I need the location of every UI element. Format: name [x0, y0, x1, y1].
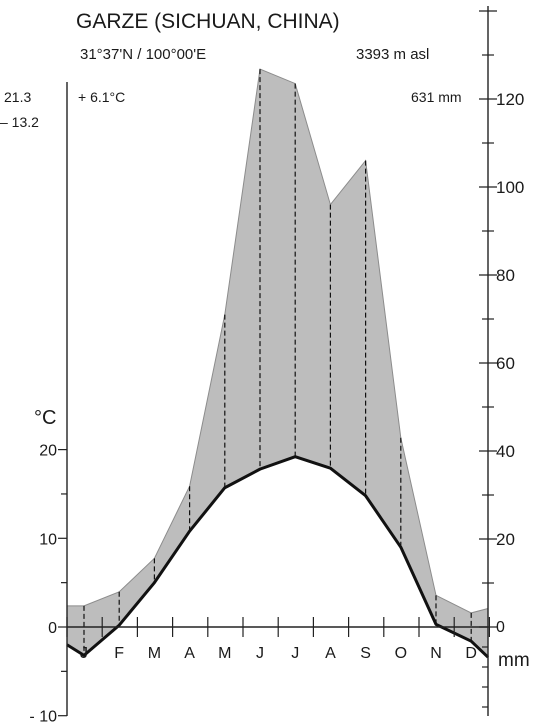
left-tick-label: 10 [39, 531, 57, 548]
axes-layer [58, 6, 497, 717]
right-tick-label: 20 [496, 530, 515, 549]
right-tick-label: 100 [496, 178, 524, 197]
month-label: S [360, 645, 371, 662]
temperature-line [66, 455, 490, 659]
month-label: O [395, 645, 407, 662]
temperature-point-month-7 [294, 455, 297, 458]
left-tick-label: 0 [48, 620, 57, 637]
temperature-point-month-9 [364, 494, 367, 497]
temperature-point-month-8 [329, 467, 332, 470]
temperature-point-month-4 [188, 530, 191, 533]
month-label: F [114, 645, 124, 662]
right-tick-label: 40 [496, 442, 515, 461]
temperature-point-month-12 [470, 639, 473, 643]
precipitation-curve [67, 68, 489, 614]
right-tick-label: 80 [496, 266, 515, 285]
precipitation-axis-label: mm [498, 650, 530, 671]
month-label: J [80, 645, 88, 662]
tick-label-layer: - 10 0 10 20 20 40 60 80 100 120 J F M A M J J A S O N D [29, 90, 524, 724]
left-tick-label: 20 [39, 443, 57, 460]
left-tick-label: - 10 [29, 709, 57, 724]
month-label: J [291, 645, 299, 662]
temperature-point-month-5 [223, 486, 226, 489]
temperature-line-layer [66, 455, 490, 659]
temperature-point-month-1 [82, 654, 86, 657]
temperature-point-month-10 [399, 545, 402, 549]
station-altitude: 3393 m asl [356, 46, 430, 63]
right-tick-label: 60 [496, 354, 515, 373]
temperature-point-month-6 [258, 467, 262, 471]
station-coordinates: 31°37'N / 100°00'E [80, 46, 207, 63]
mean-temperature-value: + 6.1°C [78, 89, 126, 105]
temperature-point-month-3 [153, 581, 156, 584]
temperature-axis-label: °C [34, 407, 57, 429]
month-label: D [465, 645, 477, 662]
precipitation-fill [67, 69, 488, 658]
annual-precipitation-value: 631 mm [411, 89, 462, 105]
month-label: M [148, 645, 161, 662]
chart-title: GARZE (SICHUAN, CHINA) [76, 10, 340, 33]
month-label: J [256, 645, 264, 662]
mean-max-value: 21.3 [4, 89, 32, 105]
month-label: A [184, 645, 195, 662]
month-label: N [430, 645, 442, 662]
month-dash-layer [83, 69, 472, 656]
right-tick-label: 120 [496, 90, 524, 109]
precipitation-zero-label: 0 [496, 619, 505, 636]
temperature-point-month-2 [118, 624, 121, 627]
temperature-point-month-11 [434, 623, 438, 626]
month-label: M [218, 645, 231, 662]
month-label: A [325, 645, 336, 662]
precipitation-area-layer [67, 68, 489, 658]
mean-min-value: – 13.2 [0, 114, 39, 130]
